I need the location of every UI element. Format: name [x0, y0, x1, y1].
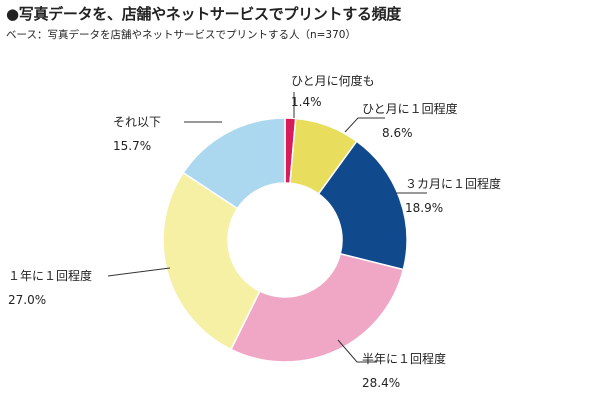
chart-title: ●写真データを、店舗やネットサービスでプリントする頻度	[6, 5, 401, 23]
slice-label-6: それ以下	[113, 115, 161, 129]
slice-label-2: ひと月に１回程度	[362, 101, 458, 116]
chart-subtitle: ベース：写真データを店舗やネットサービスでプリントする人（n=370）	[6, 29, 356, 41]
slice-value-6: 15.7%	[113, 139, 151, 153]
slice-label-4: 半年に１回程度	[362, 351, 446, 366]
slice-3	[317, 140, 408, 271]
leader-line-4	[337, 339, 377, 363]
slice-4	[229, 252, 405, 363]
slice-5	[162, 171, 261, 351]
slice-value-4: 28.4%	[362, 376, 400, 390]
slice-label-3: ３カ月に１回程度	[405, 176, 501, 191]
slice-label-1: ひと月に何度も	[291, 73, 375, 88]
leader-line-2	[344, 117, 385, 133]
slice-value-5: 27.0%	[8, 293, 46, 307]
slice-value-3: 18.9%	[405, 201, 443, 215]
slice-6	[182, 117, 286, 210]
leader-line-5	[107, 267, 171, 277]
slice-value-2: 8.6%	[382, 126, 413, 140]
slice-label-5: １年に１回程度	[8, 268, 92, 283]
slice-value-1: 1.4%	[291, 95, 322, 109]
